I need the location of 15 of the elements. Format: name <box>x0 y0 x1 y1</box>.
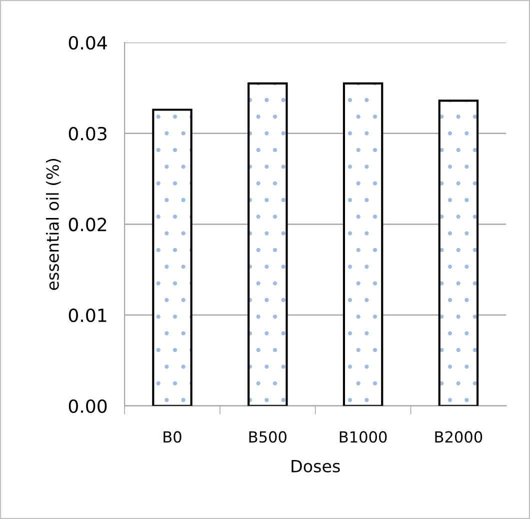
y-tick-label: 0.02 <box>68 218 106 232</box>
x-tick-label: B1000 <box>340 431 387 443</box>
y-tick-label: 0.03 <box>68 126 106 140</box>
x-tick-label: B0 <box>164 431 182 443</box>
bar <box>248 82 288 406</box>
x-axis-title: Doses <box>292 460 340 472</box>
y-tick-label: 0.01 <box>68 308 106 322</box>
y-tick-label: 0.04 <box>68 36 107 50</box>
bar <box>152 108 192 406</box>
y-axis-title: essential oil (%) <box>46 158 61 290</box>
x-tick-label: B2000 <box>435 431 482 443</box>
bar <box>438 100 479 406</box>
x-tick-label: B500 <box>249 431 286 443</box>
bar <box>342 82 384 406</box>
y-tick-label: 0.00 <box>68 399 107 413</box>
